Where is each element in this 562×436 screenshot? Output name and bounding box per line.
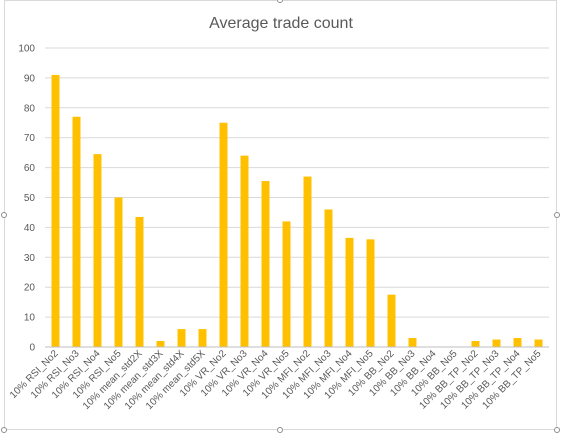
bar	[51, 74, 60, 347]
bar	[303, 176, 312, 347]
y-tick-label: 20	[24, 283, 36, 294]
bar	[93, 154, 102, 347]
y-tick-label: 40	[24, 223, 36, 234]
chart-title: Average trade count	[209, 15, 353, 32]
resize-handle-bottom-right[interactable]	[554, 427, 560, 433]
resize-handle-bottom-left[interactable]	[1, 427, 7, 433]
resize-handle-bottom[interactable]	[277, 427, 283, 433]
bar	[471, 341, 480, 347]
bar-chart: Average trade count 0 10 20 30 40 50 60 70 80 90 1…	[8, 15, 549, 412]
chart-area[interactable]: Average trade count 0 10 20 30 40 50 60 70 80 90 1…	[4, 0, 557, 430]
bar	[387, 294, 396, 347]
bar	[366, 239, 375, 347]
bar	[261, 181, 270, 347]
bar	[219, 122, 228, 347]
resize-handle-left[interactable]	[1, 212, 7, 218]
bar	[156, 341, 165, 347]
y-tick-label: 50	[24, 193, 36, 204]
y-tick-label: 70	[24, 133, 36, 144]
bar	[240, 155, 249, 347]
y-tick-label: 90	[24, 73, 36, 84]
bar	[534, 339, 543, 347]
y-tick-label: 10	[24, 313, 36, 324]
y-tick-label: 60	[24, 163, 36, 174]
y-tick-label: 0	[29, 343, 35, 354]
bar	[492, 339, 501, 347]
y-tick-label: 30	[24, 253, 36, 264]
bar	[114, 197, 123, 347]
bar	[72, 116, 81, 348]
bar	[513, 338, 522, 347]
y-tick-label: 80	[24, 103, 36, 114]
bar	[282, 221, 291, 347]
bar	[135, 216, 144, 347]
bar	[198, 329, 207, 347]
resize-handle-right[interactable]	[554, 212, 560, 218]
y-tick-label: 100	[18, 44, 35, 55]
bar	[177, 329, 186, 347]
resize-handle-top[interactable]	[277, 0, 283, 3]
bar	[345, 237, 354, 347]
bar	[408, 338, 417, 347]
bar	[324, 209, 333, 347]
